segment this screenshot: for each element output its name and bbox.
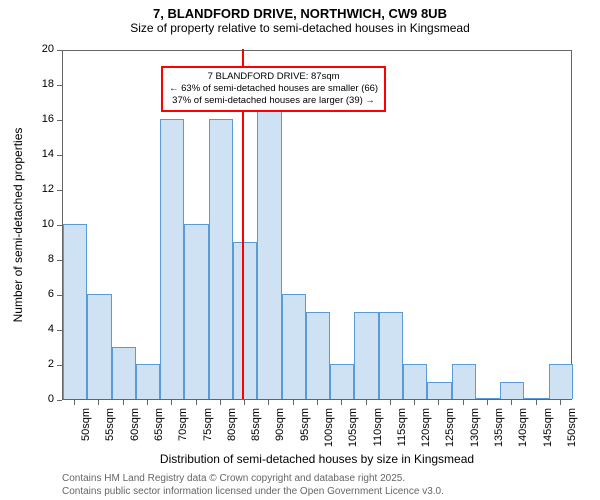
chart-title: 7, BLANDFORD DRIVE, NORTHWICH, CW9 8UB bbox=[0, 6, 600, 21]
bar bbox=[257, 102, 281, 400]
x-tick bbox=[390, 400, 391, 405]
x-tick bbox=[123, 400, 124, 405]
x-tick-label: 105sqm bbox=[347, 408, 359, 458]
x-tick bbox=[147, 400, 148, 405]
x-tick bbox=[366, 400, 367, 405]
x-tick bbox=[438, 400, 439, 405]
y-tick-label: 20 bbox=[32, 43, 54, 55]
x-tick-label: 145sqm bbox=[542, 408, 554, 458]
bar bbox=[452, 364, 476, 399]
y-tick bbox=[57, 120, 62, 121]
x-tick bbox=[463, 400, 464, 405]
y-axis-label: Number of semi-detached properties bbox=[11, 115, 25, 335]
bar bbox=[233, 242, 257, 400]
bar bbox=[500, 382, 524, 400]
bar bbox=[282, 294, 306, 399]
y-tick bbox=[57, 190, 62, 191]
x-tick-label: 115sqm bbox=[396, 408, 408, 458]
x-tick-label: 100sqm bbox=[323, 408, 335, 458]
y-tick-label: 8 bbox=[32, 253, 54, 265]
y-tick-label: 2 bbox=[32, 358, 54, 370]
x-tick-label: 120sqm bbox=[420, 408, 432, 458]
y-tick-label: 4 bbox=[32, 323, 54, 335]
y-tick bbox=[57, 225, 62, 226]
bar bbox=[306, 312, 330, 400]
y-tick bbox=[57, 260, 62, 261]
y-tick-label: 18 bbox=[32, 78, 54, 90]
bar bbox=[403, 364, 427, 399]
y-tick bbox=[57, 155, 62, 156]
y-tick-label: 14 bbox=[32, 148, 54, 160]
annotation-line: ← 63% of semi-detached houses are smalle… bbox=[169, 83, 378, 95]
y-tick-label: 0 bbox=[32, 393, 54, 405]
bar bbox=[112, 347, 136, 400]
y-tick bbox=[57, 295, 62, 296]
x-tick bbox=[414, 400, 415, 405]
x-tick-label: 65sqm bbox=[153, 408, 165, 458]
x-tick-label: 95sqm bbox=[299, 408, 311, 458]
x-tick bbox=[171, 400, 172, 405]
x-tick-label: 55sqm bbox=[104, 408, 116, 458]
bar bbox=[354, 312, 378, 400]
chart-container: 7, BLANDFORD DRIVE, NORTHWICH, CW9 8UB S… bbox=[0, 0, 600, 500]
y-tick-label: 10 bbox=[32, 218, 54, 230]
bar bbox=[160, 119, 184, 399]
x-tick bbox=[196, 400, 197, 405]
bar bbox=[524, 398, 548, 399]
bar bbox=[427, 382, 451, 400]
y-tick bbox=[57, 400, 62, 401]
x-tick bbox=[220, 400, 221, 405]
y-tick bbox=[57, 50, 62, 51]
footer-line2: Contains public sector information licen… bbox=[62, 485, 444, 498]
x-tick-label: 125sqm bbox=[444, 408, 456, 458]
y-tick-label: 12 bbox=[32, 183, 54, 195]
x-tick-label: 80sqm bbox=[226, 408, 238, 458]
title-block: 7, BLANDFORD DRIVE, NORTHWICH, CW9 8UB S… bbox=[0, 0, 600, 35]
x-axis-label: Distribution of semi-detached houses by … bbox=[147, 452, 487, 466]
x-tick-label: 110sqm bbox=[372, 408, 384, 458]
x-tick bbox=[98, 400, 99, 405]
annotation-line: 37% of semi-detached houses are larger (… bbox=[169, 95, 378, 107]
footer-attribution: Contains HM Land Registry data © Crown c… bbox=[62, 472, 444, 498]
y-tick bbox=[57, 85, 62, 86]
x-tick bbox=[487, 400, 488, 405]
bar bbox=[136, 364, 160, 399]
x-tick-label: 150sqm bbox=[566, 408, 578, 458]
footer-line1: Contains HM Land Registry data © Crown c… bbox=[62, 472, 444, 485]
x-tick-label: 135sqm bbox=[493, 408, 505, 458]
x-tick bbox=[268, 400, 269, 405]
x-tick-label: 90sqm bbox=[274, 408, 286, 458]
x-tick-label: 85sqm bbox=[250, 408, 262, 458]
annotation-box: 7 BLANDFORD DRIVE: 87sqm← 63% of semi-de… bbox=[161, 66, 386, 112]
bar bbox=[209, 119, 233, 399]
x-tick-label: 50sqm bbox=[80, 408, 92, 458]
bar bbox=[87, 294, 111, 399]
bar bbox=[184, 224, 208, 399]
x-tick bbox=[536, 400, 537, 405]
x-tick-label: 75sqm bbox=[202, 408, 214, 458]
chart-subtitle: Size of property relative to semi-detach… bbox=[0, 21, 600, 35]
x-tick-label: 70sqm bbox=[177, 408, 189, 458]
x-tick bbox=[244, 400, 245, 405]
bar bbox=[549, 364, 573, 399]
x-tick bbox=[293, 400, 294, 405]
y-tick bbox=[57, 365, 62, 366]
x-tick bbox=[560, 400, 561, 405]
x-tick bbox=[341, 400, 342, 405]
y-tick bbox=[57, 330, 62, 331]
x-tick-label: 140sqm bbox=[517, 408, 529, 458]
y-tick-label: 16 bbox=[32, 113, 54, 125]
annotation-line: 7 BLANDFORD DRIVE: 87sqm bbox=[169, 71, 378, 83]
x-tick-label: 60sqm bbox=[129, 408, 141, 458]
x-tick bbox=[317, 400, 318, 405]
x-tick bbox=[74, 400, 75, 405]
bar bbox=[476, 398, 500, 399]
y-tick-label: 6 bbox=[32, 288, 54, 300]
x-tick bbox=[511, 400, 512, 405]
x-tick-label: 130sqm bbox=[469, 408, 481, 458]
bar bbox=[330, 364, 354, 399]
plot-area: 7 BLANDFORD DRIVE: 87sqm← 63% of semi-de… bbox=[62, 50, 572, 400]
bar bbox=[379, 312, 403, 400]
bar bbox=[63, 224, 87, 399]
